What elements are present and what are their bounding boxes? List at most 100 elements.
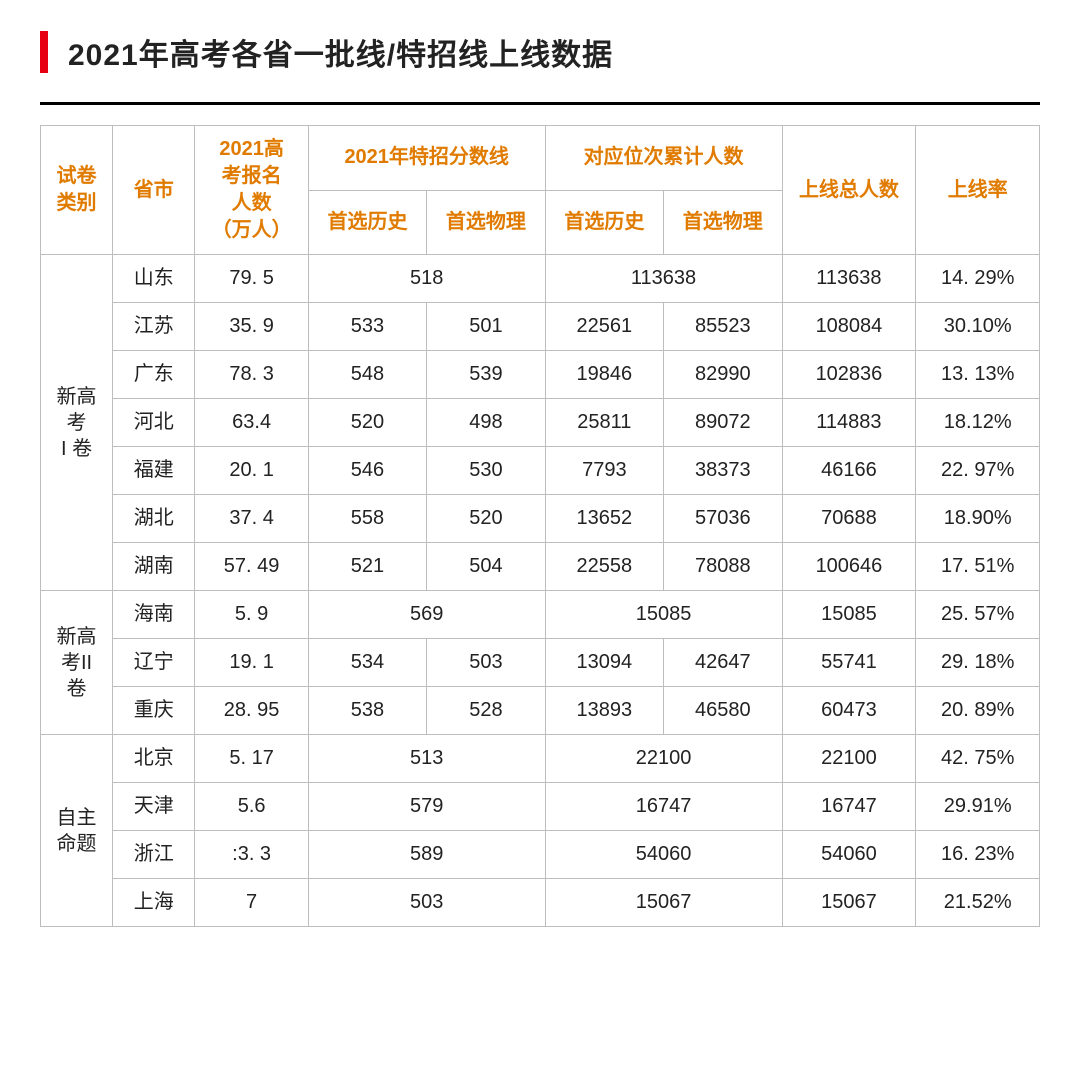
col-position-group: 对应位次累计人数 bbox=[545, 126, 782, 191]
cell-score-merged: 513 bbox=[308, 735, 545, 783]
cell-position-merged: 113638 bbox=[545, 255, 782, 303]
cell-score-physics: 503 bbox=[427, 639, 545, 687]
cell-position-physics: 78088 bbox=[664, 543, 782, 591]
col-score-physics: 首选物理 bbox=[427, 190, 545, 255]
cell-province: 江苏 bbox=[113, 303, 195, 351]
table-row: 河北63.4520498258118907211488318.12% bbox=[41, 399, 1040, 447]
cell-total: 70688 bbox=[782, 495, 916, 543]
cell-rate: 17. 51% bbox=[916, 543, 1040, 591]
cell-total: 46166 bbox=[782, 447, 916, 495]
cell-rate: 21.52% bbox=[916, 879, 1040, 927]
table-row: 福建20. 15465307793383734616622. 97% bbox=[41, 447, 1040, 495]
cell-total: 114883 bbox=[782, 399, 916, 447]
data-table: 试卷类别 省市 2021高考报名人数（万人） 2021年特招分数线 对应位次累计… bbox=[40, 125, 1040, 927]
table-row: 新高考II卷海南5. 9569150851508525. 57% bbox=[41, 591, 1040, 639]
table-row: 自主命题北京5. 17513221002210042. 75% bbox=[41, 735, 1040, 783]
cell-registration: 37. 4 bbox=[195, 495, 308, 543]
cell-position-physics: 38373 bbox=[664, 447, 782, 495]
cell-total: 15067 bbox=[782, 879, 916, 927]
cell-position-merged: 54060 bbox=[545, 831, 782, 879]
col-score-group: 2021年特招分数线 bbox=[308, 126, 545, 191]
cell-score-physics: 530 bbox=[427, 447, 545, 495]
cell-total: 60473 bbox=[782, 687, 916, 735]
cell-score-physics: 528 bbox=[427, 687, 545, 735]
cell-category: 新高考II卷 bbox=[41, 591, 113, 735]
cell-province: 重庆 bbox=[113, 687, 195, 735]
cell-position-physics: 89072 bbox=[664, 399, 782, 447]
cell-position-physics: 42647 bbox=[664, 639, 782, 687]
table-row: 新高考I 卷山东79. 551811363811363814. 29% bbox=[41, 255, 1040, 303]
cell-position-merged: 16747 bbox=[545, 783, 782, 831]
cell-rate: 14. 29% bbox=[916, 255, 1040, 303]
cell-rate: 13. 13% bbox=[916, 351, 1040, 399]
cell-position-history: 7793 bbox=[545, 447, 663, 495]
cell-total: 22100 bbox=[782, 735, 916, 783]
cell-position-physics: 57036 bbox=[664, 495, 782, 543]
cell-position-history: 22561 bbox=[545, 303, 663, 351]
cell-province: 北京 bbox=[113, 735, 195, 783]
cell-score-history: 538 bbox=[308, 687, 426, 735]
table-row: 上海7503150671506721.52% bbox=[41, 879, 1040, 927]
cell-registration: 20. 1 bbox=[195, 447, 308, 495]
cell-category: 新高考I 卷 bbox=[41, 255, 113, 591]
cell-score-physics: 520 bbox=[427, 495, 545, 543]
cell-position-history: 13652 bbox=[545, 495, 663, 543]
cell-province: 湖南 bbox=[113, 543, 195, 591]
cell-position-physics: 46580 bbox=[664, 687, 782, 735]
col-registration: 2021高考报名人数（万人） bbox=[195, 126, 308, 255]
cell-score-history: 520 bbox=[308, 399, 426, 447]
cell-registration: 79. 5 bbox=[195, 255, 308, 303]
cell-position-history: 13893 bbox=[545, 687, 663, 735]
cell-total: 102836 bbox=[782, 351, 916, 399]
cell-rate: 30.10% bbox=[916, 303, 1040, 351]
table-row: 广东78. 3548539198468299010283613. 13% bbox=[41, 351, 1040, 399]
cell-score-history: 521 bbox=[308, 543, 426, 591]
cell-rate: 20. 89% bbox=[916, 687, 1040, 735]
cell-total: 16747 bbox=[782, 783, 916, 831]
cell-total: 113638 bbox=[782, 255, 916, 303]
table-header: 试卷类别 省市 2021高考报名人数（万人） 2021年特招分数线 对应位次累计… bbox=[41, 126, 1040, 255]
cell-registration: 5. 17 bbox=[195, 735, 308, 783]
cell-position-history: 19846 bbox=[545, 351, 663, 399]
cell-score-physics: 504 bbox=[427, 543, 545, 591]
cell-position-history: 22558 bbox=[545, 543, 663, 591]
cell-score-history: 546 bbox=[308, 447, 426, 495]
cell-score-merged: 589 bbox=[308, 831, 545, 879]
col-total: 上线总人数 bbox=[782, 126, 916, 255]
cell-registration: 19. 1 bbox=[195, 639, 308, 687]
cell-position-history: 25811 bbox=[545, 399, 663, 447]
cell-score-physics: 498 bbox=[427, 399, 545, 447]
cell-registration: 35. 9 bbox=[195, 303, 308, 351]
col-pos-physics: 首选物理 bbox=[664, 190, 782, 255]
cell-total: 100646 bbox=[782, 543, 916, 591]
cell-score-history: 534 bbox=[308, 639, 426, 687]
cell-score-history: 533 bbox=[308, 303, 426, 351]
cell-score-history: 558 bbox=[308, 495, 426, 543]
cell-score-merged: 503 bbox=[308, 879, 545, 927]
divider bbox=[40, 102, 1040, 105]
cell-registration: 5. 9 bbox=[195, 591, 308, 639]
cell-rate: 18.12% bbox=[916, 399, 1040, 447]
table-row: 湖南57. 49521504225587808810064617. 51% bbox=[41, 543, 1040, 591]
cell-rate: 18.90% bbox=[916, 495, 1040, 543]
col-pos-history: 首选历史 bbox=[545, 190, 663, 255]
cell-registration: 5.6 bbox=[195, 783, 308, 831]
title-bar: 2021年高考各省一批线/特招线上线数据 bbox=[40, 30, 1040, 74]
table-body: 新高考I 卷山东79. 551811363811363814. 29%江苏35.… bbox=[41, 255, 1040, 927]
table-row: 重庆28. 9553852813893465806047320. 89% bbox=[41, 687, 1040, 735]
cell-registration: 63.4 bbox=[195, 399, 308, 447]
cell-province: 山东 bbox=[113, 255, 195, 303]
cell-score-physics: 539 bbox=[427, 351, 545, 399]
cell-total: 15085 bbox=[782, 591, 916, 639]
cell-province: 上海 bbox=[113, 879, 195, 927]
cell-registration: 7 bbox=[195, 879, 308, 927]
accent-bar-icon bbox=[40, 31, 48, 73]
cell-score-physics: 501 bbox=[427, 303, 545, 351]
cell-position-merged: 15067 bbox=[545, 879, 782, 927]
cell-registration: 28. 95 bbox=[195, 687, 308, 735]
cell-rate: 29. 18% bbox=[916, 639, 1040, 687]
col-rate: 上线率 bbox=[916, 126, 1040, 255]
cell-position-physics: 82990 bbox=[664, 351, 782, 399]
cell-score-merged: 518 bbox=[308, 255, 545, 303]
cell-position-merged: 22100 bbox=[545, 735, 782, 783]
